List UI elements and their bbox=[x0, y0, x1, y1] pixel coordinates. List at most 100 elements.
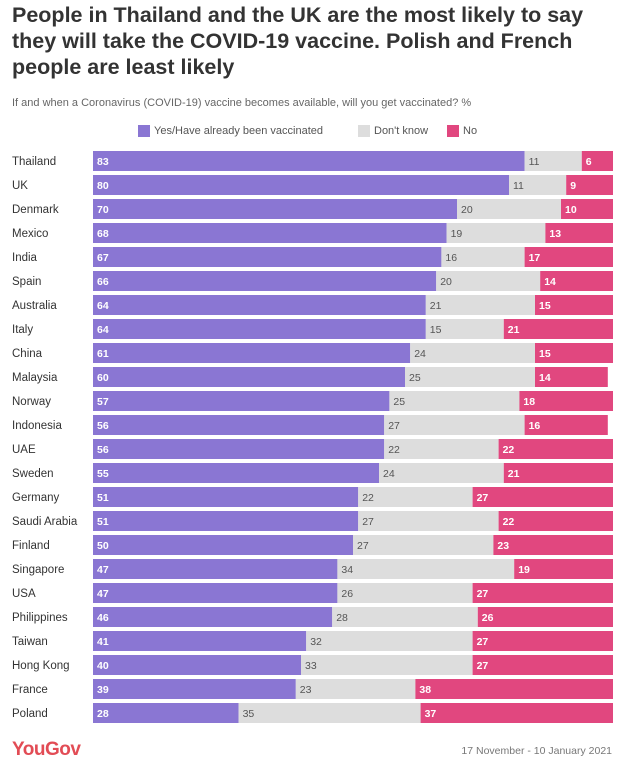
bar-yes-spain bbox=[93, 271, 437, 291]
value-label-dont-know-uae: 22 bbox=[388, 444, 400, 456]
value-label-dont-know-saudi-arabia: 27 bbox=[362, 516, 374, 528]
bar-no-italy bbox=[503, 319, 613, 339]
value-label-dont-know-poland: 35 bbox=[243, 708, 255, 720]
category-label-taiwan: Taiwan bbox=[12, 636, 48, 648]
category-label-usa: USA bbox=[12, 588, 36, 600]
value-label-no-sweden: 21 bbox=[508, 468, 520, 480]
value-label-no-australia: 15 bbox=[539, 300, 551, 312]
value-label-yes-taiwan: 41 bbox=[97, 636, 109, 648]
value-label-dont-know-finland: 27 bbox=[357, 540, 369, 552]
value-label-yes-saudi-arabia: 51 bbox=[97, 516, 109, 528]
bar-dont-know-mexico bbox=[446, 223, 546, 243]
bar-dont-know-thailand bbox=[524, 151, 582, 171]
value-label-no-taiwan: 27 bbox=[477, 636, 489, 648]
value-label-dont-know-mexico: 19 bbox=[451, 228, 463, 240]
value-label-dont-know-italy: 15 bbox=[430, 324, 442, 336]
value-label-dont-know-spain: 20 bbox=[440, 276, 452, 288]
category-label-sweden: Sweden bbox=[12, 468, 54, 480]
bar-no-germany bbox=[472, 487, 613, 507]
bar-no-china bbox=[535, 343, 613, 363]
bar-no-poland bbox=[420, 703, 613, 723]
category-label-germany: Germany bbox=[12, 492, 60, 504]
bar-no-usa bbox=[472, 583, 613, 603]
value-label-yes-indonesia: 56 bbox=[97, 420, 109, 432]
bar-no-denmark bbox=[561, 199, 613, 219]
bar-yes-china bbox=[93, 343, 411, 363]
category-label-france: France bbox=[12, 684, 48, 696]
bar-yes-indonesia bbox=[93, 415, 385, 435]
bar-no-mexico bbox=[545, 223, 613, 243]
value-label-dont-know-germany: 22 bbox=[362, 492, 374, 504]
bar-no-australia bbox=[535, 295, 613, 315]
bar-yes-denmark bbox=[93, 199, 457, 219]
category-label-saudi-arabia: Saudi Arabia bbox=[12, 516, 78, 528]
bar-dont-know-sweden bbox=[379, 463, 504, 483]
bar-yes-malaysia bbox=[93, 367, 405, 387]
bar-yes-taiwan bbox=[93, 631, 307, 651]
value-label-yes-sweden: 55 bbox=[97, 468, 109, 480]
category-label-mexico: Mexico bbox=[12, 228, 48, 240]
value-label-yes-norway: 57 bbox=[97, 396, 109, 408]
bar-dont-know-norway bbox=[389, 391, 520, 411]
bar-no-norway bbox=[519, 391, 613, 411]
fieldwork-dates: 17 November - 10 January 2021 bbox=[461, 745, 612, 757]
category-label-malaysia: Malaysia bbox=[12, 372, 58, 384]
value-label-no-denmark: 10 bbox=[565, 204, 577, 216]
value-label-no-spain: 14 bbox=[544, 276, 556, 288]
value-label-yes-thailand: 83 bbox=[97, 156, 109, 168]
bar-no-spain bbox=[540, 271, 613, 291]
value-label-yes-finland: 50 bbox=[97, 540, 109, 552]
bar-dont-know-saudi-arabia bbox=[358, 511, 499, 531]
value-label-dont-know-hong-kong: 33 bbox=[305, 660, 317, 672]
value-label-yes-india: 67 bbox=[97, 252, 109, 264]
bar-dont-know-indonesia bbox=[384, 415, 525, 435]
bar-dont-know-malaysia bbox=[405, 367, 535, 387]
bar-yes-italy bbox=[93, 319, 426, 339]
bar-no-finland bbox=[493, 535, 613, 555]
value-label-yes-denmark: 70 bbox=[97, 204, 109, 216]
category-label-indonesia: Indonesia bbox=[12, 420, 62, 432]
value-label-dont-know-philippines: 28 bbox=[336, 612, 348, 624]
value-label-no-italy: 21 bbox=[508, 324, 520, 336]
bar-no-malaysia bbox=[535, 367, 608, 387]
value-label-no-finland: 23 bbox=[497, 540, 509, 552]
value-label-dont-know-usa: 26 bbox=[341, 588, 353, 600]
value-label-no-norway: 18 bbox=[523, 396, 535, 408]
value-label-no-philippines: 26 bbox=[482, 612, 494, 624]
value-label-yes-china: 61 bbox=[97, 348, 109, 360]
value-label-dont-know-malaysia: 25 bbox=[409, 372, 421, 384]
value-label-yes-usa: 47 bbox=[97, 588, 109, 600]
category-label-denmark: Denmark bbox=[12, 204, 59, 216]
bar-yes-uk bbox=[93, 175, 509, 195]
category-label-china: China bbox=[12, 348, 43, 360]
category-label-norway: Norway bbox=[12, 396, 51, 408]
legend-label-yes: Yes/Have already been vaccinated bbox=[154, 125, 323, 137]
chart-title: People in Thailand and the UK are the mo… bbox=[12, 3, 584, 79]
value-label-dont-know-uk: 11 bbox=[513, 180, 524, 192]
bar-no-singapore bbox=[514, 559, 613, 579]
value-label-dont-know-sweden: 24 bbox=[383, 468, 395, 480]
value-label-no-malaysia: 14 bbox=[539, 372, 551, 384]
bar-dont-know-philippines bbox=[332, 607, 478, 627]
bar-yes-saudi-arabia bbox=[93, 511, 359, 531]
category-label-india: India bbox=[12, 252, 38, 264]
bar-dont-know-australia bbox=[425, 295, 535, 315]
category-label-finland: Finland bbox=[12, 540, 50, 552]
bar-dont-know-singapore bbox=[337, 559, 515, 579]
value-label-dont-know-singapore: 34 bbox=[341, 564, 353, 576]
value-label-yes-france: 39 bbox=[97, 684, 109, 696]
category-label-philippines: Philippines bbox=[12, 612, 68, 624]
category-label-thailand: Thailand bbox=[12, 156, 56, 168]
bar-yes-thailand bbox=[93, 151, 525, 171]
bar-yes-hong-kong bbox=[93, 655, 301, 675]
bar-dont-know-uae bbox=[384, 439, 499, 459]
category-label-italy: Italy bbox=[12, 324, 33, 336]
legend-swatch-yes bbox=[138, 125, 150, 137]
value-label-yes-poland: 28 bbox=[97, 708, 109, 720]
category-label-spain: Spain bbox=[12, 276, 41, 288]
bar-yes-australia bbox=[93, 295, 426, 315]
value-label-dont-know-thailand: 11 bbox=[529, 156, 540, 168]
bar-no-hong-kong bbox=[472, 655, 613, 675]
bar-yes-singapore bbox=[93, 559, 338, 579]
bar-dont-know-uk bbox=[509, 175, 567, 195]
